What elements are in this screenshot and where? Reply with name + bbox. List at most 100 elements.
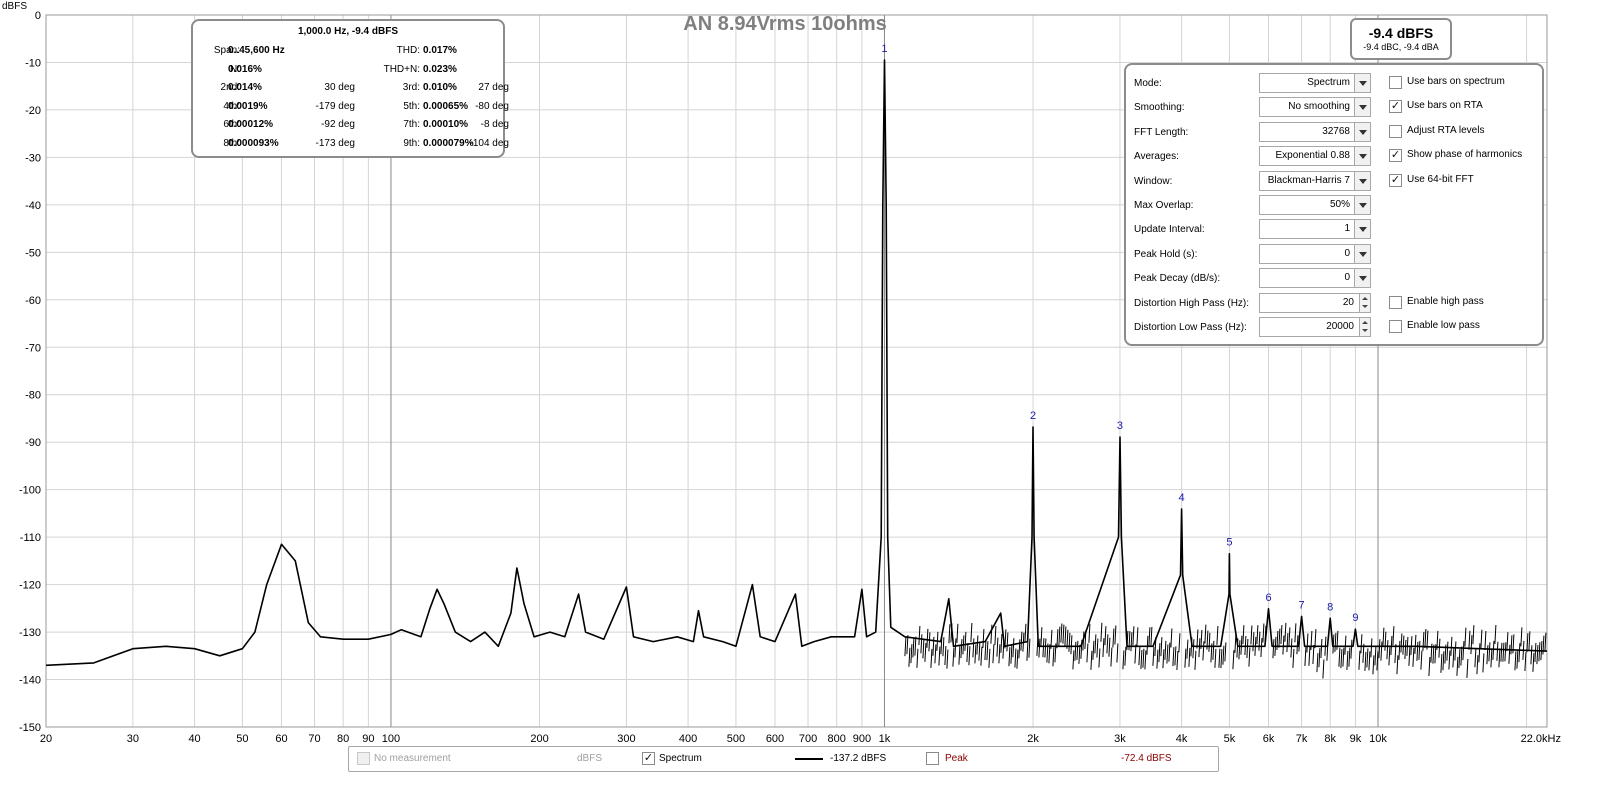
info-box-cell: 30 deg: [324, 82, 355, 93]
setting-row: Distortion Low Pass (Hz): 20000: [1126, 317, 1376, 337]
x-tick-label: 40: [188, 733, 200, 745]
y-tick-label: -50: [25, 247, 41, 259]
info-box-cell: 0.017%: [423, 45, 457, 56]
no-measurement-unit: dBFS: [577, 753, 603, 764]
harmonic-marker-label: 1: [881, 43, 887, 55]
level-readout-main: -9.4 dBFS: [1368, 25, 1434, 41]
setting-label: Window:: [1134, 175, 1173, 187]
harmonic-marker-label: 4: [1179, 492, 1185, 504]
setting-spinbox[interactable]: 20: [1259, 292, 1371, 313]
setting-row: Peak Hold (s): 0: [1126, 243, 1376, 264]
noise-floor-fluctuation: [904, 622, 1547, 679]
setting-row: Distortion High Pass (Hz): 20: [1126, 292, 1376, 313]
info-box-cell: 0.023%: [423, 63, 457, 75]
chevron-down-icon[interactable]: [1354, 269, 1370, 288]
spectrum-checkbox[interactable]: ✓: [642, 752, 655, 765]
x-tick-label: 4k: [1176, 733, 1188, 745]
x-tick-label: 8k: [1324, 733, 1336, 745]
setting-checkbox[interactable]: ✓: [1389, 149, 1402, 163]
setting-checkbox[interactable]: ✓: [1389, 100, 1402, 114]
setting-checkbox[interactable]: [1389, 76, 1402, 89]
setting-checkbox-row[interactable]: Adjust RTA levels: [1389, 124, 1539, 141]
info-box-cell: -179 deg: [315, 100, 355, 112]
setting-dropdown[interactable]: Blackman-Harris 7: [1259, 170, 1371, 191]
x-tick-label: 200: [530, 733, 548, 745]
setting-checkbox-label: Use 64-bit FFT: [1407, 173, 1474, 185]
setting-checkbox-row[interactable]: Use bars on spectrum: [1389, 76, 1539, 92]
setting-checkbox-row[interactable]: ✓ Use 64-bit FFT: [1389, 173, 1539, 190]
chevron-down-icon[interactable]: [1354, 244, 1370, 263]
setting-dropdown[interactable]: 32768: [1259, 121, 1371, 142]
setting-checkbox-row[interactable]: ✓ Show phase of harmonics: [1389, 149, 1539, 165]
setting-row: Window: Blackman-Harris 7: [1126, 170, 1376, 191]
chevron-down-icon[interactable]: [1354, 171, 1370, 190]
setting-value: 50%: [1329, 199, 1350, 210]
noise-floor-path: [904, 622, 1547, 679]
spin-arrows-icon[interactable]: [1359, 318, 1370, 336]
info-box-cell: 0.000093%: [228, 137, 279, 149]
x-tick-label: 2k: [1027, 733, 1039, 745]
harmonic-marker-label: 5: [1226, 537, 1232, 549]
harmonic-marker-label: 3: [1117, 420, 1123, 432]
setting-row: Mode: Spectrum: [1126, 73, 1376, 93]
y-tick-labels: 0 -10 -20 -30 -40 -50 -60 -70 -80 -90 -100 -110 -120…: [19, 10, 41, 734]
x-tick-label: 70: [308, 733, 320, 745]
setting-row: Peak Decay (dB/s): 0: [1126, 268, 1376, 289]
x-tick-label: 800: [827, 733, 845, 745]
setting-checkbox-row[interactable]: ✓ Use bars on RTA: [1389, 100, 1539, 116]
setting-checkbox-label: Show phase of harmonics: [1407, 149, 1523, 161]
info-box-cell: 0..45,600 Hz: [228, 45, 285, 56]
setting-value: 1: [1344, 223, 1350, 235]
chevron-down-icon[interactable]: [1354, 196, 1370, 214]
setting-label: Update Interval:: [1134, 224, 1205, 236]
info-box-cell: Span:: [213, 45, 240, 56]
x-tick-label: 300: [617, 733, 635, 745]
setting-checkbox[interactable]: [1389, 124, 1402, 138]
setting-checkbox[interactable]: [1389, 295, 1402, 309]
setting-dropdown[interactable]: Exponential 0.88: [1259, 146, 1371, 167]
y-tick-label: -150: [19, 722, 41, 734]
chevron-down-icon[interactable]: [1354, 74, 1370, 92]
x-tick-label: 7k: [1296, 733, 1308, 745]
setting-checkbox-row[interactable]: Enable high pass: [1389, 295, 1539, 312]
info-box-cell: 0.00010%: [423, 119, 469, 130]
peak-value: -72.4 dBFS: [1121, 753, 1172, 764]
info-box-cell: 0.010%: [423, 82, 457, 93]
setting-row: FFT Length: 32768: [1126, 121, 1376, 142]
setting-spinbox[interactable]: 20000: [1259, 317, 1371, 337]
x-tick-label: 60: [275, 733, 287, 745]
x-tick-label: 30: [127, 733, 139, 745]
chevron-down-icon[interactable]: [1354, 220, 1370, 239]
setting-dropdown[interactable]: Spectrum: [1259, 73, 1371, 93]
setting-checkbox[interactable]: ✓: [1389, 173, 1402, 187]
setting-checkbox[interactable]: [1389, 320, 1402, 333]
chevron-down-icon[interactable]: [1354, 147, 1370, 166]
harmonic-marker-label: 9: [1352, 612, 1358, 624]
info-box-cell: 5th:: [403, 100, 420, 112]
y-tick-label: -40: [25, 200, 41, 212]
spin-arrows-icon[interactable]: [1359, 293, 1370, 312]
setting-dropdown[interactable]: No smoothing: [1259, 97, 1371, 118]
setting-label: Mode:: [1134, 78, 1162, 89]
setting-label: Max Overlap:: [1134, 200, 1194, 211]
setting-value: Exponential 0.88: [1275, 150, 1350, 162]
info-box-cell: THD+N:: [383, 63, 420, 75]
peak-checkbox[interactable]: [926, 752, 939, 765]
chevron-down-icon[interactable]: [1354, 98, 1370, 117]
setting-label: Distortion Low Pass (Hz):: [1134, 322, 1247, 333]
setting-dropdown[interactable]: 0: [1259, 268, 1371, 289]
harmonic-markers: 1 2 3 4 5 6 7 8 9: [881, 43, 1358, 624]
chevron-down-icon[interactable]: [1354, 122, 1370, 141]
y-tick-label: -20: [25, 105, 41, 117]
setting-value: 32768: [1322, 125, 1350, 137]
x-tick-label: 100: [382, 733, 400, 745]
info-box-cell: 3rd:: [402, 82, 420, 93]
setting-dropdown[interactable]: 1: [1259, 219, 1371, 240]
info-box-cell: THD:: [396, 45, 420, 56]
setting-dropdown[interactable]: 50%: [1259, 195, 1371, 215]
setting-checkbox-row[interactable]: Enable low pass: [1389, 320, 1539, 336]
info-box-cell: 0.000079%: [423, 137, 474, 149]
setting-dropdown[interactable]: 0: [1259, 243, 1371, 264]
spectrum-line-swatch: [795, 758, 823, 760]
